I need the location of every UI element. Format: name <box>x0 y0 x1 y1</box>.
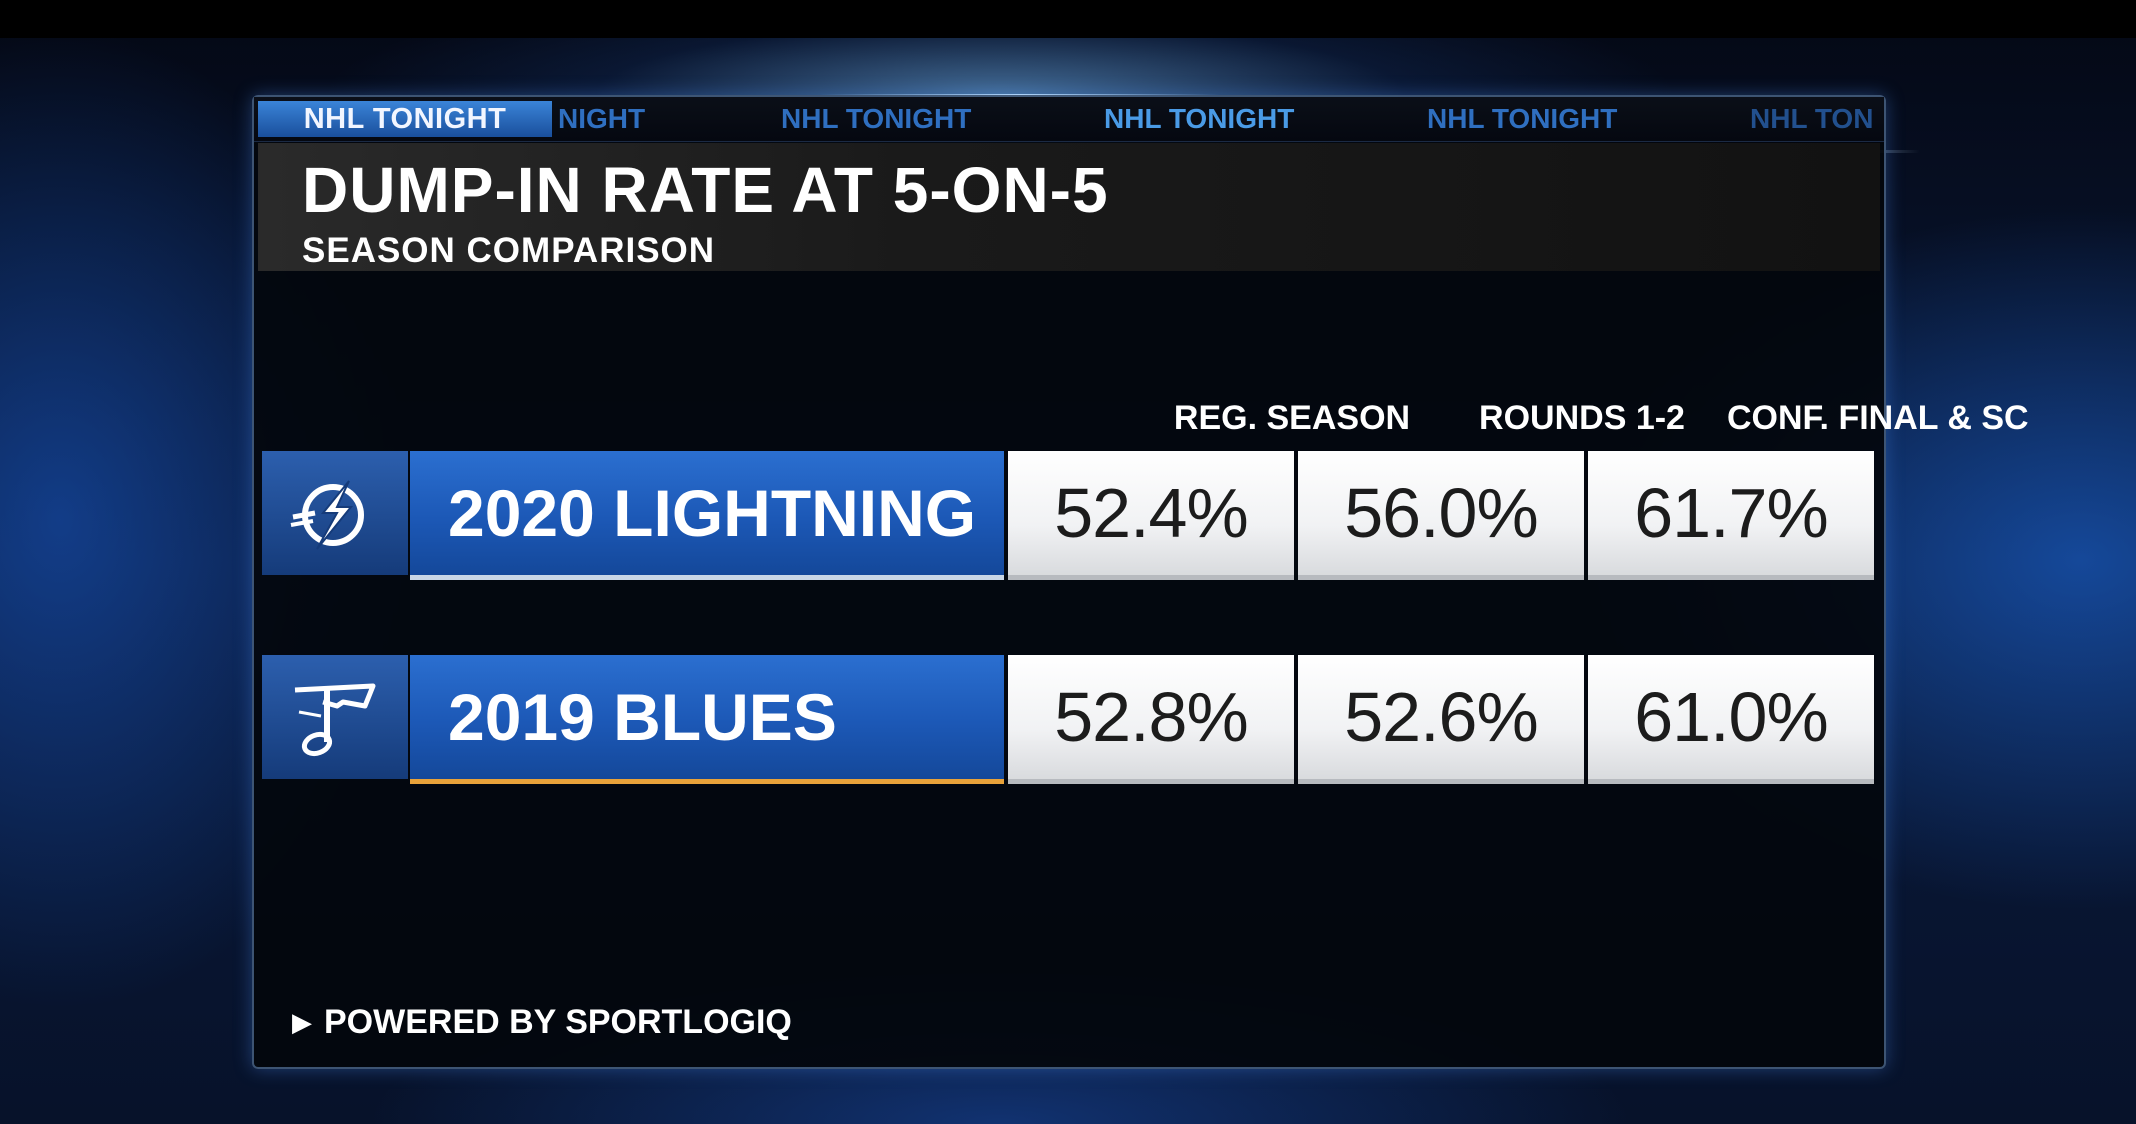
lightning-bolt-icon <box>290 480 364 550</box>
ticker-bar: NHL TONIGHT NIGHT NHL TONIGHT NHL TONIGH… <box>254 97 1884 142</box>
ticker-active-label: NHL TONIGHT <box>258 101 552 137</box>
column-header-conf-final: CONF. FINAL & SC <box>1727 399 2029 437</box>
stat-cell-rounds: 56.0% <box>1298 451 1584 580</box>
team-name-box: 2019 BLUES <box>410 655 1004 779</box>
stat-cell-rounds: 52.6% <box>1298 655 1584 784</box>
blue-note-icon <box>294 683 376 757</box>
team-accent-line <box>410 779 1004 784</box>
team-logo <box>262 451 408 575</box>
table-row: 2020 LIGHTNING 52.4% 56.0% 61.7% <box>262 451 1880 580</box>
ticker-item: NHL TONIGHT <box>1104 103 1295 134</box>
ticker-item: NHL TONIGHT <box>781 103 972 134</box>
column-header-rounds: ROUNDS 1-2 <box>1479 399 1685 437</box>
title-bar: DUMP-IN RATE AT 5-ON-5 SEASON COMPARISON <box>258 143 1880 271</box>
team-accent-line <box>410 575 1004 580</box>
column-header-reg-season: REG. SEASON <box>1173 399 1411 437</box>
team-logo <box>262 655 408 779</box>
page-title: DUMP-IN RATE AT 5-ON-5 <box>302 154 1109 226</box>
top-letterbox <box>0 0 2136 38</box>
stat-cell-conf-final: 61.7% <box>1588 451 1874 580</box>
team-name: 2020 LIGHTNING <box>448 476 977 550</box>
stat-cell-reg-season: 52.4% <box>1008 451 1294 580</box>
ticker-item: NHL TONIGHT <box>1427 103 1618 134</box>
stat-cell-reg-season: 52.8% <box>1008 655 1294 784</box>
stat-cell-conf-final: 61.0% <box>1588 655 1874 784</box>
ticker-item: NIGHT <box>558 103 646 134</box>
footer-text: POWERED BY SPORTLOGIQ <box>324 1003 792 1041</box>
page-subtitle: SEASON COMPARISON <box>302 231 716 270</box>
footer-credit: ▶ POWERED BY SPORTLOGIQ <box>292 1003 792 1042</box>
team-name: 2019 BLUES <box>448 680 837 754</box>
table-row: 2019 BLUES 52.8% 52.6% 61.0% <box>262 655 1880 784</box>
ticker-item: NHL TON <box>1750 103 1874 134</box>
team-name-box: 2020 LIGHTNING <box>410 451 1004 575</box>
graphic-panel: NHL TONIGHT NIGHT NHL TONIGHT NHL TONIGH… <box>252 95 2029 1069</box>
play-triangle-icon: ▶ <box>292 1007 312 1037</box>
